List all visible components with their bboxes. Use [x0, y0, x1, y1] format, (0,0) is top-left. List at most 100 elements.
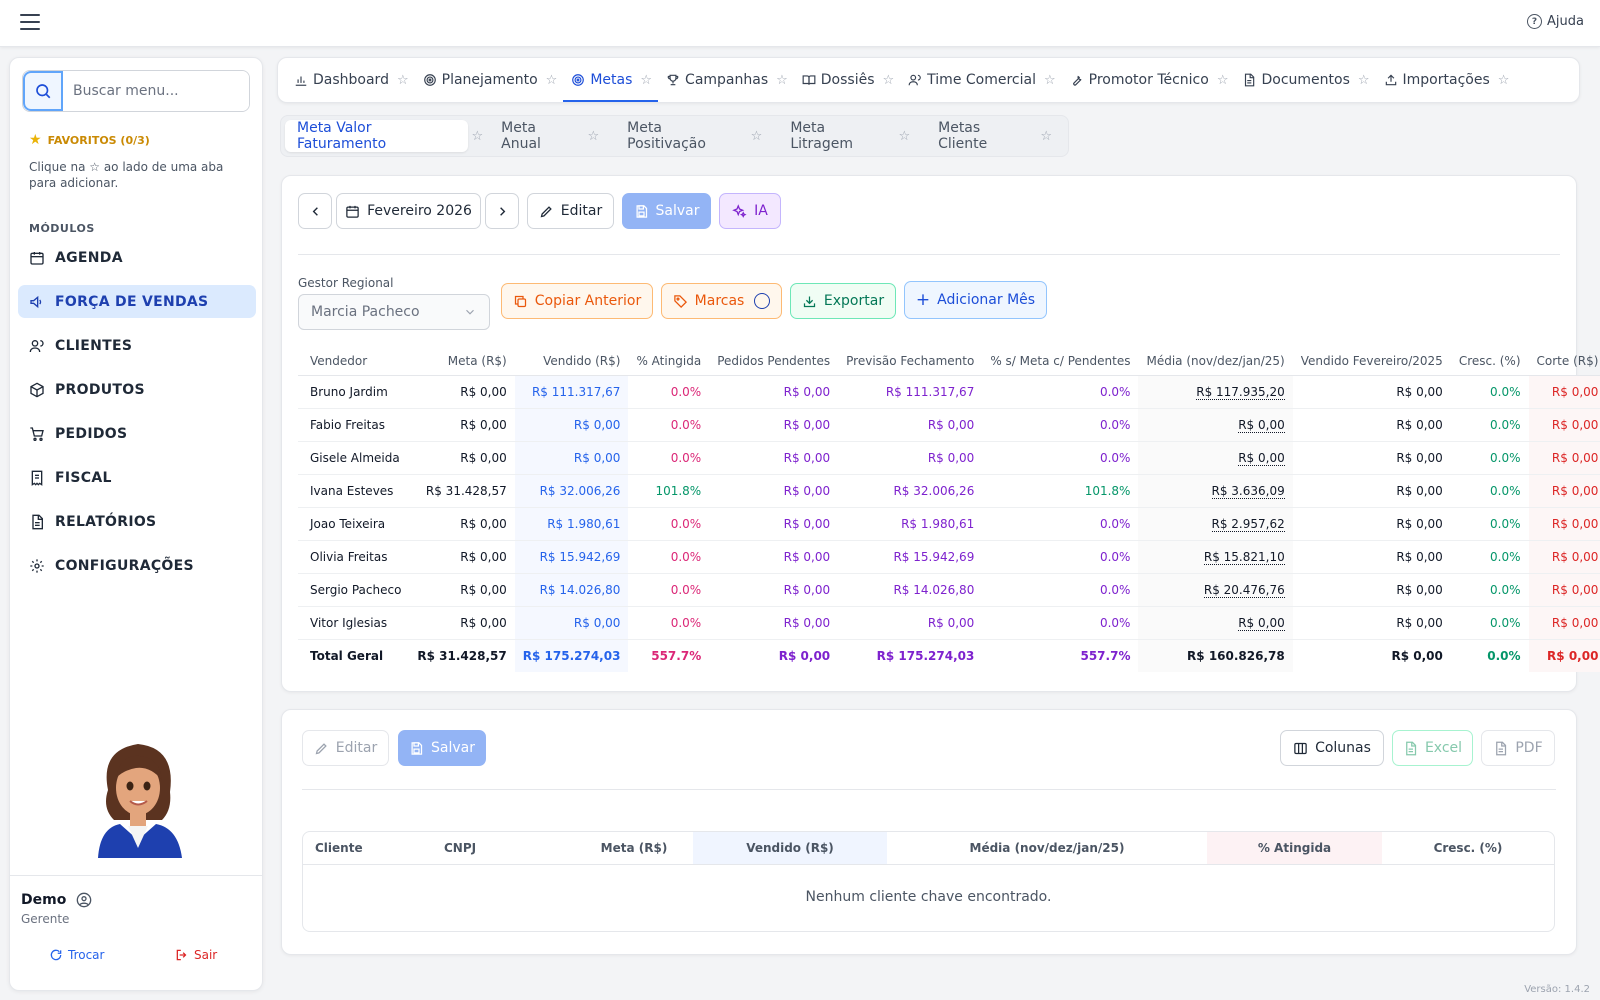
star-icon[interactable]: ☆	[1216, 72, 1229, 88]
cell-pendentes: R$ 0,00	[709, 375, 839, 409]
col-pedidos-pendentes[interactable]: Pedidos Pendentes	[709, 347, 839, 376]
toggle-circle[interactable]	[754, 293, 771, 309]
cell-corte: R$ 0,00	[1528, 507, 1600, 541]
star-icon[interactable]: ☆	[1043, 72, 1056, 88]
calendar-icon	[346, 205, 359, 218]
star-icon[interactable]: ☆	[640, 72, 653, 88]
tab-importacoes[interactable]: Importações ☆	[1384, 57, 1510, 103]
cell-vendido-ano-anterior: R$ 0,00	[1292, 573, 1451, 607]
brands-button[interactable]: Marcas	[661, 283, 782, 319]
main-tabs: Dashboard ☆ Planejamento ☆ Metas ☆ Campanha…	[277, 57, 1580, 103]
search-icon[interactable]	[23, 71, 63, 111]
columns-button[interactable]: Colunas	[1280, 730, 1384, 766]
col-crescimento[interactable]: Cresc. (%)	[1450, 347, 1529, 376]
sidebar-item-pedidos[interactable]: PEDIDOS	[18, 417, 256, 450]
subtab-meta-anual[interactable]: Meta Anual ☆	[501, 120, 600, 152]
media-value[interactable]: R$ 20.476,76	[1203, 582, 1285, 598]
edit-button[interactable]: Editar	[527, 193, 614, 229]
col-vendido[interactable]: Vendido (R$)	[693, 832, 887, 864]
sidebar-item-relatorios[interactable]: RELATÓRIOS	[18, 505, 256, 538]
ai-button[interactable]: IA	[719, 193, 781, 229]
col-corte[interactable]: Corte (R$)	[1528, 347, 1600, 376]
col-previsao[interactable]: Previsão Fechamento	[838, 347, 983, 376]
star-icon[interactable]: ☆	[882, 72, 895, 88]
star-icon[interactable]: ☆	[396, 72, 409, 88]
media-value[interactable]: R$ 0,00	[1238, 615, 1285, 631]
sidebar-item-agenda[interactable]: AGENDA	[18, 241, 256, 274]
sidebar-item-forca-de-vendas[interactable]: FORÇA DE VENDAS	[18, 285, 256, 318]
col-vendedor[interactable]: Vendedor	[298, 347, 410, 376]
sidebar-item-configuracoes[interactable]: CONFIGURAÇÕES	[18, 549, 256, 582]
col-crescimento[interactable]: Cresc. (%)	[1433, 841, 1503, 855]
help-button[interactable]: ? Ajuda	[1527, 14, 1584, 29]
tab-dashboard[interactable]: Dashboard ☆	[294, 57, 409, 103]
col-meta[interactable]: Meta (R$)	[600, 841, 668, 855]
tab-dossies[interactable]: Dossiês ☆	[802, 57, 894, 103]
subtab-meta-positivacao[interactable]: Meta Positivação ☆	[627, 120, 763, 152]
cell-meta-pendentes: 0.0%	[982, 573, 1139, 607]
cell-crescimento: 0.0%	[1450, 474, 1529, 508]
tab-promotor-tecnico[interactable]: Promotor Técnico ☆	[1070, 57, 1229, 103]
subtab-metas-cliente[interactable]: Metas Cliente ☆	[938, 120, 1052, 152]
tab-metas[interactable]: Metas ☆	[563, 57, 658, 103]
tab-time-comercial[interactable]: Time Comercial ☆	[908, 57, 1056, 103]
star-icon[interactable]: ☆	[545, 72, 558, 88]
copy-previous-button[interactable]: Copiar Anterior	[501, 283, 653, 319]
cell-pendentes: R$ 0,00	[709, 606, 839, 640]
col-cliente[interactable]: Cliente	[315, 841, 363, 855]
tab-documentos[interactable]: Documentos ☆	[1242, 57, 1370, 103]
media-value[interactable]: R$ 15.821,10	[1203, 549, 1285, 565]
star-icon[interactable]: ☆	[776, 72, 788, 88]
col-vendido[interactable]: Vendido (R$)	[514, 347, 629, 376]
tab-planejamento[interactable]: Planejamento ☆	[423, 57, 558, 103]
media-value[interactable]: R$ 0,00	[1238, 450, 1285, 466]
client-save-button[interactable]: Salvar	[398, 730, 486, 766]
prev-month-button[interactable]	[298, 193, 332, 229]
logout-button[interactable]: Sair	[175, 948, 217, 962]
gestor-label: Gestor Regional	[298, 276, 394, 290]
col-meta[interactable]: Meta (R$)	[409, 347, 515, 376]
col-atingida[interactable]: % Atingida	[628, 347, 710, 376]
col-media[interactable]: Média (nov/dez/jan/25)	[1138, 347, 1293, 376]
next-month-button[interactable]	[485, 193, 519, 229]
col-cnpj[interactable]: CNPJ	[444, 841, 477, 855]
sidebar-item-clientes[interactable]: CLIENTES	[18, 329, 256, 362]
media-value[interactable]: R$ 2.957,62	[1211, 516, 1285, 532]
col-meta-pendentes[interactable]: % s/ Meta c/ Pendentes	[982, 347, 1139, 376]
add-month-button[interactable]: + Adicionar Mês	[904, 281, 1047, 319]
cell-crescimento: 0.0%	[1450, 507, 1529, 541]
sidebar-item-produtos[interactable]: PRODUTOS	[18, 373, 256, 406]
col-vendido-ano-anterior[interactable]: Vendido Fevereiro/2025	[1292, 347, 1451, 376]
cell-meta-pendentes: 0.0%	[982, 375, 1139, 409]
col-media[interactable]: Média (nov/dez/jan/25)	[969, 841, 1125, 855]
star-icon[interactable]: ☆	[1497, 72, 1510, 88]
subtab-meta-valor-faturamento[interactable]: Meta Valor Faturamento	[285, 120, 468, 152]
excel-button[interactable]: Excel	[1392, 730, 1473, 766]
subtab-meta-litragem[interactable]: Meta Litragem ☆	[790, 120, 911, 152]
user-circle-icon[interactable]	[76, 892, 92, 908]
period-picker[interactable]: Fevereiro 2026	[336, 193, 481, 229]
client-edit-button[interactable]: Editar	[302, 730, 389, 766]
pdf-button[interactable]: PDF	[1481, 730, 1555, 766]
col-atingida[interactable]: % Atingida	[1207, 832, 1382, 864]
gestor-select[interactable]: Marcia Pacheco	[298, 294, 490, 330]
star-icon[interactable]: ☆	[471, 128, 484, 144]
star-icon[interactable]: ☆	[750, 128, 763, 144]
media-value[interactable]: R$ 3.636,09	[1211, 483, 1285, 499]
menu-search	[22, 70, 250, 112]
export-button[interactable]: Exportar	[790, 283, 896, 319]
cell-vendido-ano-anterior: R$ 0,00	[1391, 648, 1443, 663]
clients-table: Cliente CNPJ Meta (R$) Vendido (R$) Médi…	[302, 831, 1555, 932]
star-icon[interactable]: ☆	[898, 128, 911, 144]
star-icon[interactable]: ☆	[1357, 72, 1370, 88]
media-value[interactable]: R$ 0,00	[1238, 417, 1285, 433]
menu-icon[interactable]	[20, 14, 40, 32]
media-value[interactable]: R$ 117.935,20	[1196, 384, 1285, 400]
save-button[interactable]: Salvar	[622, 193, 711, 229]
search-input[interactable]	[63, 71, 249, 111]
sidebar-item-fiscal[interactable]: FISCAL	[18, 461, 256, 494]
switch-user-button[interactable]: Trocar	[49, 948, 104, 962]
star-icon[interactable]: ☆	[1040, 128, 1052, 144]
star-icon[interactable]: ☆	[587, 128, 600, 144]
tab-campanhas[interactable]: Campanhas ☆	[666, 57, 788, 103]
